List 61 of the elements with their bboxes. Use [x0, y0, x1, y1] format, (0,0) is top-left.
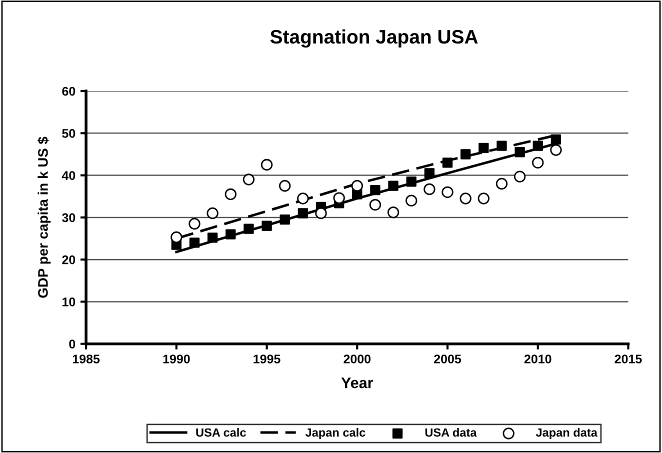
chart-title: Stagnation Japan USA [270, 29, 478, 48]
point [406, 176, 416, 187]
point [406, 194, 418, 206]
point [170, 231, 182, 244]
x-tick-label: 2015 [614, 354, 642, 364]
point [369, 198, 382, 211]
y-tick-label: 50 [62, 128, 76, 138]
legend-label: Japan data [536, 428, 598, 440]
point [279, 180, 291, 192]
point [424, 168, 435, 178]
point [388, 180, 398, 191]
point [514, 147, 525, 158]
point [460, 149, 471, 160]
y-tick-label: 40 [62, 171, 76, 180]
point [514, 170, 526, 182]
point [224, 188, 236, 200]
x-tick-label: 1985 [72, 354, 100, 364]
point [478, 142, 489, 154]
point [189, 238, 200, 248]
point [262, 220, 272, 231]
point [424, 183, 436, 196]
point [206, 207, 218, 220]
y-tick-label: 20 [62, 255, 76, 264]
x-tick-label: 2005 [434, 354, 462, 364]
legend-label: USA calc [196, 428, 246, 437]
x-tick-label: 2000 [344, 354, 371, 364]
point [478, 192, 490, 204]
point [297, 192, 309, 204]
y-tick-label: 0 [69, 340, 76, 348]
y-tick-label: 60 [62, 86, 76, 96]
point [442, 186, 454, 198]
point [496, 140, 507, 151]
x-tick-label: 2010 [524, 354, 552, 364]
x-tick-label: 1995 [254, 354, 280, 364]
point [387, 206, 400, 218]
point [550, 134, 562, 145]
legend-label: USA data [425, 428, 477, 437]
point [532, 156, 544, 169]
x-axis-title: Year [341, 378, 374, 388]
y-tick-label: 30 [62, 213, 76, 222]
x-tick-label: 1990 [163, 354, 190, 364]
point [298, 208, 308, 218]
point [333, 192, 345, 204]
point [226, 229, 236, 240]
point [244, 224, 254, 234]
point [260, 158, 273, 171]
point [315, 207, 327, 220]
point [496, 178, 508, 190]
point [188, 218, 200, 230]
point [207, 232, 218, 243]
point [351, 180, 363, 192]
y-axis-title: GDP per capita in k US $ [37, 136, 51, 298]
point [370, 184, 380, 196]
point [242, 174, 255, 186]
point [442, 158, 453, 168]
point [550, 144, 562, 156]
point [460, 192, 472, 204]
point [532, 140, 543, 151]
point [280, 214, 290, 225]
legend-label: Japan calc [305, 428, 366, 440]
y-tick-label: 10 [62, 298, 76, 306]
